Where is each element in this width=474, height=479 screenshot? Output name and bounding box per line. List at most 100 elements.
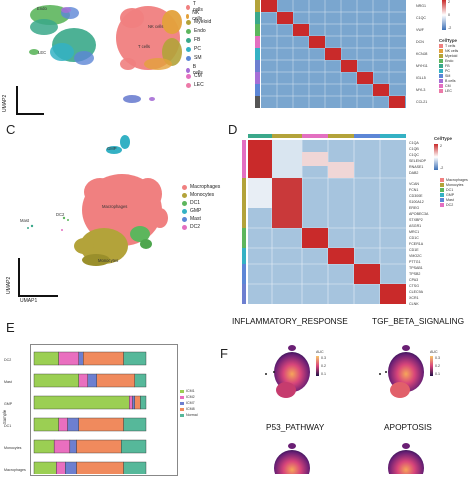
legend-dot [182,192,187,198]
gene-label: RNASE1 [409,165,424,169]
colorbar-tick: -2 [448,26,452,30]
colorbar-tick: 0 [448,13,450,17]
gene-label: STXBP2 [409,218,423,222]
legend-a-item: T cells [186,1,204,13]
auc-tick: 0.2 [321,364,326,368]
legend-swatch [439,74,443,78]
legend-label: GMP [190,208,202,214]
cluster-label-gmp: GMP [107,146,117,151]
legend-dot [182,184,187,190]
stacked-bar-segment [53,439,71,454]
stacked-bar-segment [140,395,147,410]
legend-swatch [180,408,184,411]
gene-label: NRG1 [416,4,426,8]
legend-swatch [439,64,443,68]
legend-label: FB [194,37,201,43]
legend-dot [182,216,187,222]
legend-a-item: PC [186,46,201,52]
gene-label: S100A12 [409,200,424,204]
umap2-axis-arrow [16,86,18,114]
gene-label: CCL21 [416,100,428,104]
colorbar-tick: 2 [440,144,442,148]
auc-map-tgf-beta [379,345,424,398]
gene-label: MRC1 [409,230,420,234]
e-row-label: Macrophages [4,468,26,472]
legend-swatch [180,396,184,399]
auc-colorbar [316,356,319,376]
legend-swatch [439,54,443,58]
legend-c-item: Monocytes [182,192,214,198]
legend-label: Endo [194,28,206,34]
umap2-label: UMAP2 [2,94,8,112]
legend-swatch [440,198,444,202]
gene-label: C1QB [409,147,419,151]
gene-label: FCN1 [409,188,419,192]
panel-c: C GMP DC2 Mast Macrophages Monocytes Mac… [0,118,230,308]
legend-label: NK cells [192,10,203,22]
auc-map-p53 [274,443,310,479]
legend-label: CM [445,84,451,88]
gene-label: EREG [409,206,420,210]
colorbar-tick: -2 [440,166,444,170]
legend-label: Mast [190,216,201,222]
panel-d: D [226,122,474,308]
legend-a-item: Myeloid [186,19,211,25]
auc-umap-grid [265,345,424,479]
stacked-bar-segment [33,417,59,432]
legend-label: Endo [445,59,454,63]
panel-c-letter: C [6,122,16,137]
f-title-4: APOPTOSIS [384,422,432,432]
panel-f: INFLAMMATORY_RESPONSE TGF_BETA_SIGNALING… [220,310,474,479]
stacked-bar-segment [69,439,77,454]
gene-label: CTSG [409,284,419,288]
legend-label: DC1 [446,188,454,192]
legend-swatch [440,188,444,192]
legend-b-title: CellType [439,38,457,43]
gene-label: SELENOP [409,159,426,163]
legend-label: B cells [445,79,456,83]
cluster-label-endo: Endo [37,6,47,11]
legend-swatch [180,390,184,393]
legend-label: CM [194,73,202,79]
legend-dot [186,37,191,43]
auc-legend-title: AUC [430,350,438,354]
legend-swatch [440,203,444,207]
panel-f-letter: F [220,346,228,361]
cluster-label-lec: LEC [38,50,47,55]
auc-colorbar [430,356,433,376]
legend-label: Mast [446,198,454,202]
e-row-label: Mast [4,380,12,384]
legend-dot [186,46,191,52]
gene-label: CPA3 [409,278,419,282]
legend-swatch [440,178,444,182]
legend-dot [186,4,190,10]
gene-label: CLNK [409,302,419,306]
f-title-3: P53_PATHWAY [266,422,325,432]
legend-label: Macrophages [190,184,221,190]
stacked-bar-segment [58,351,79,366]
stacked-bar-segment [33,351,59,366]
panel-e: E Sample ICM1 ICM2 ICM7 ICM8 Normal DC2 … [0,318,230,476]
gene-label: VMO2C [409,254,422,258]
gene-label: MYH11 [416,64,428,68]
legend-dot [182,224,187,230]
umap1-label: UMAP1 [20,298,38,304]
stacked-bar-segment [33,373,79,388]
legend-swatch [439,49,443,53]
stacked-bar-segment [123,351,147,366]
legend-label: SM [445,74,451,78]
stacked-bar-segment [121,439,147,454]
legend-dot [186,82,191,88]
legend-c-item: DC1 [182,200,200,206]
legend-dot [182,208,187,214]
legend-dot [186,55,191,61]
gene-label: CLEC9A [409,290,423,294]
legend-label: ICM2 [186,395,195,399]
legend-swatch [180,402,184,405]
legend-a-item: FB [186,37,200,43]
stacked-bar-segment [76,461,124,474]
legend-swatch [180,414,184,417]
legend-dot [186,67,190,73]
heatmap-b [255,0,406,108]
auc-tick: 0.1 [435,372,440,376]
